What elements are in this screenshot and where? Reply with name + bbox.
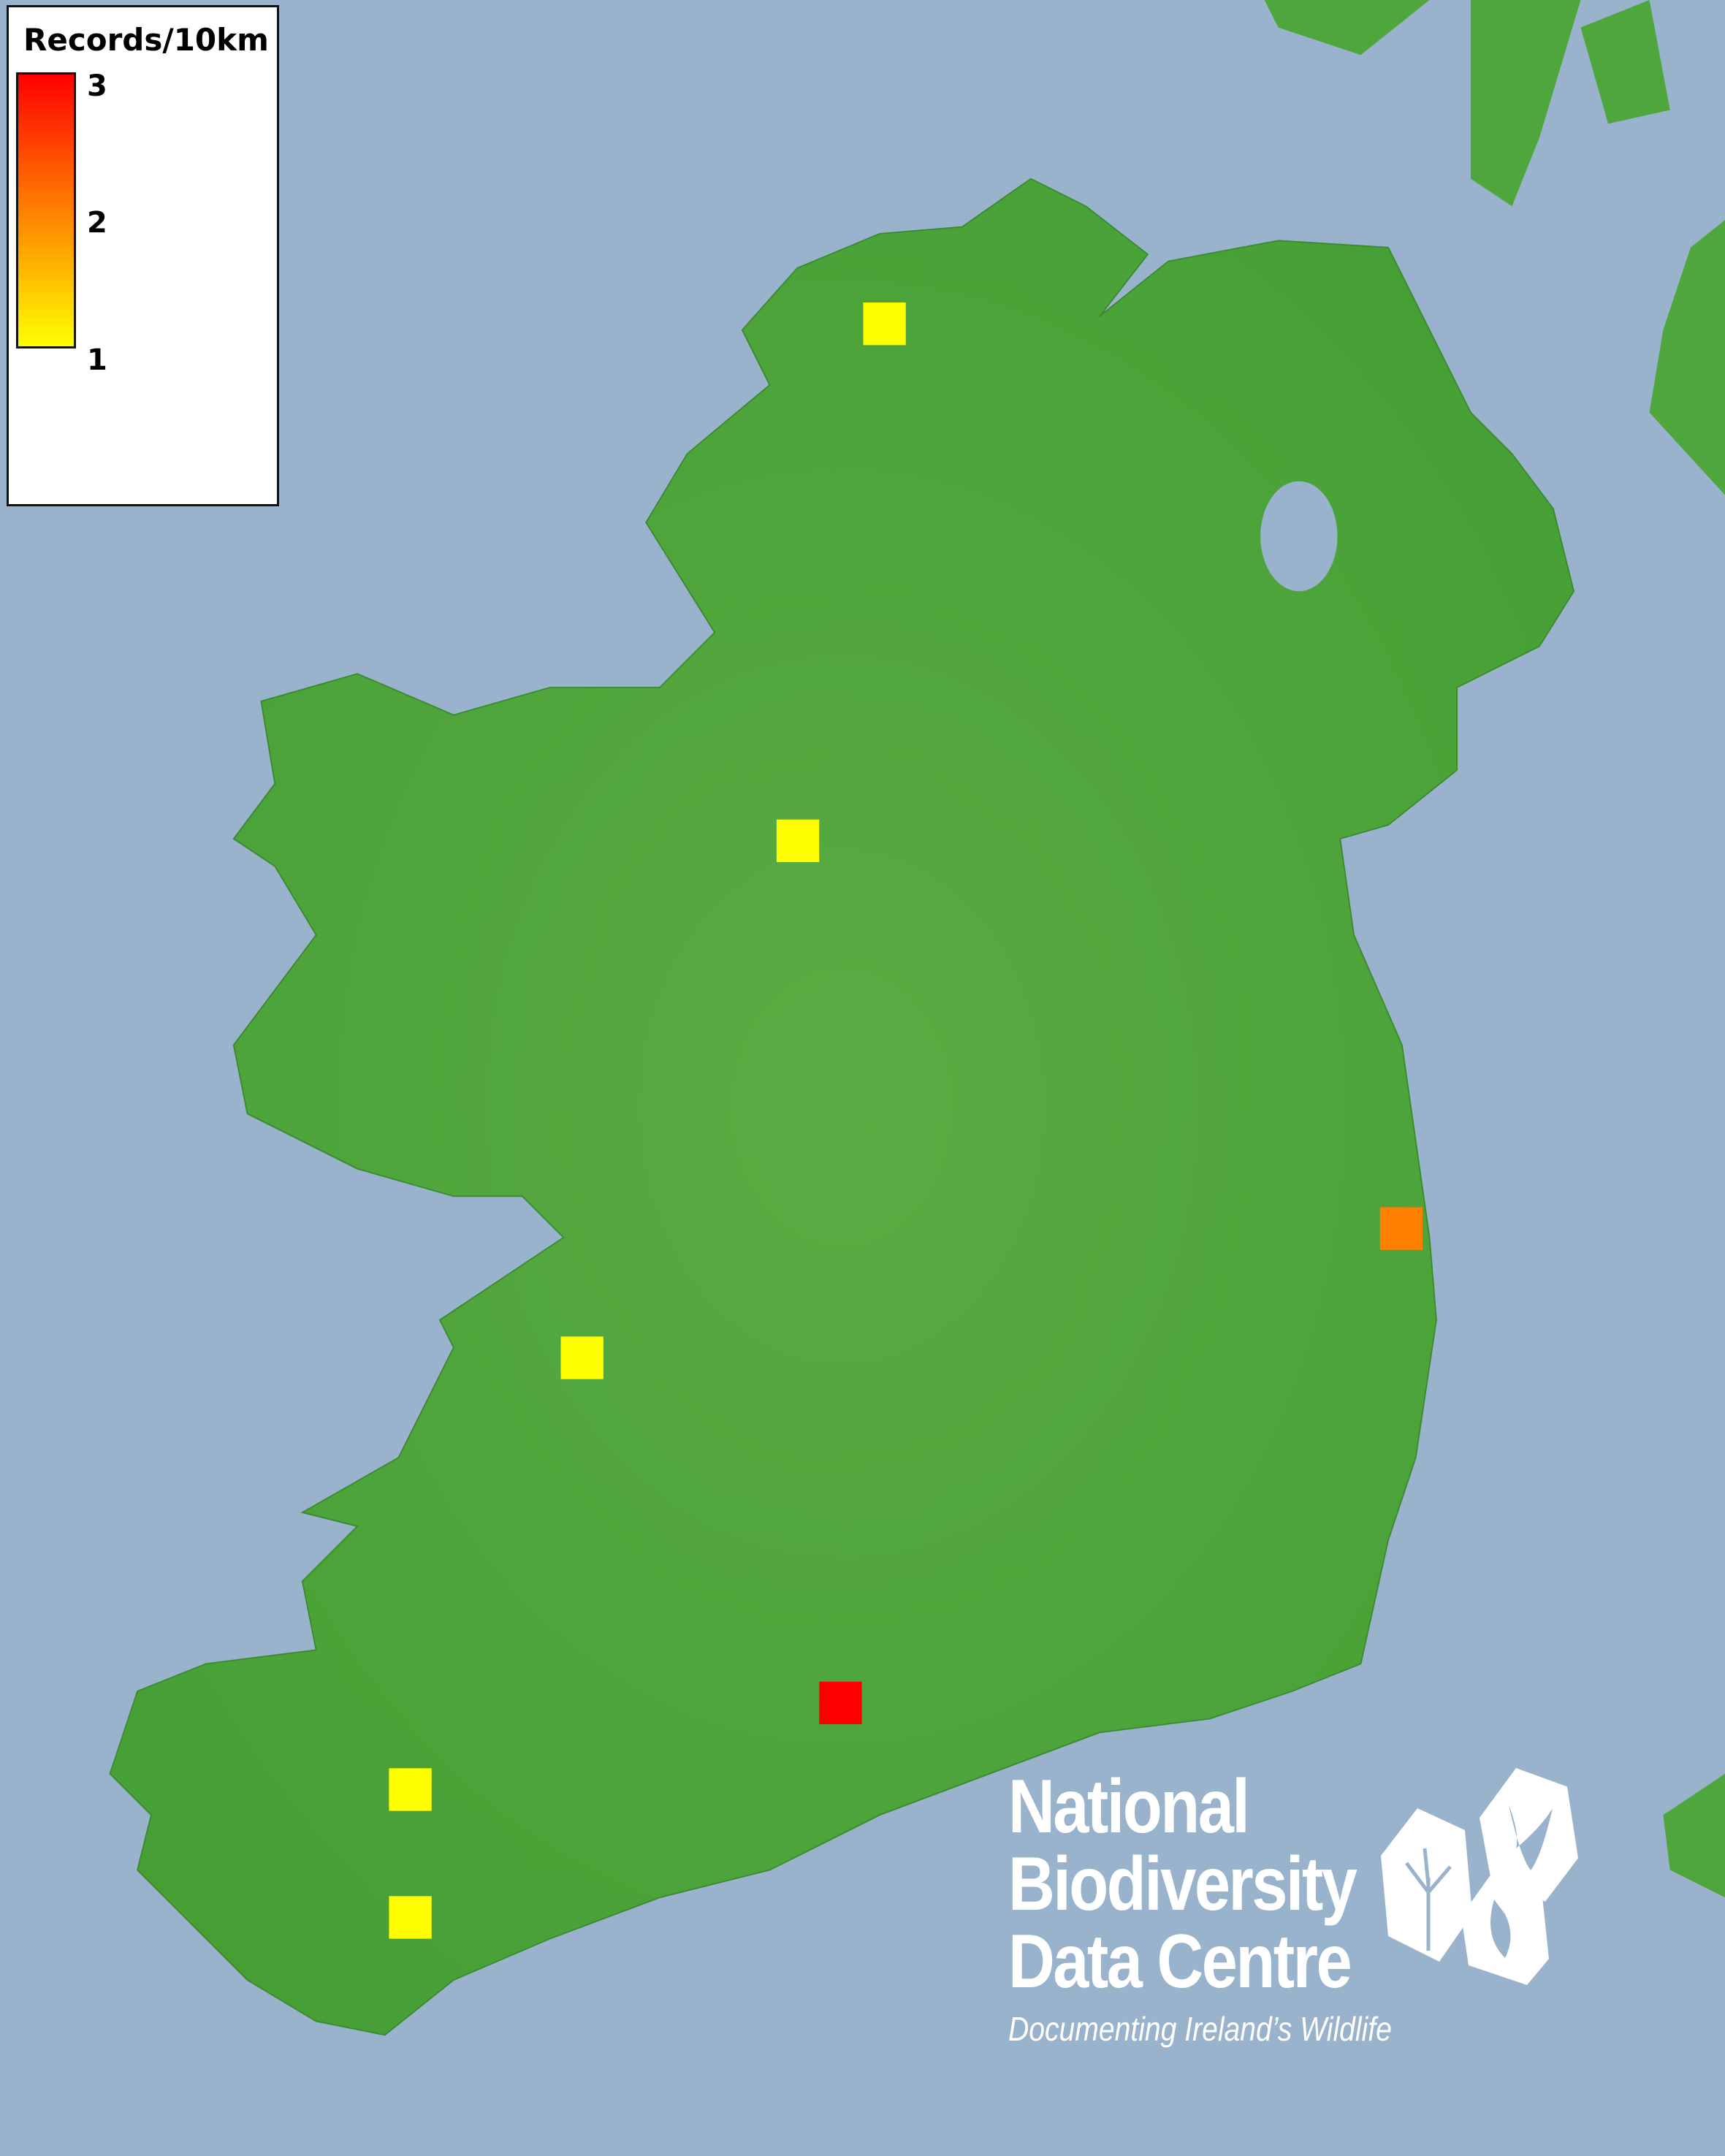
record-cell-1[interactable] [776,819,820,863]
legend-tick-mid: 2 [87,206,107,240]
lough-neagh [1260,481,1338,592]
record-cell-1[interactable] [863,302,906,346]
seahorse-icon [1461,1870,1549,1985]
tree-icon [1381,1808,1472,1962]
legend-title: Records/10km [23,22,269,58]
ireland-landmass [109,178,1575,2036]
record-cell-2[interactable] [1379,1207,1423,1250]
logo-hexagons [1381,1768,1578,1985]
record-cell-3[interactable] [819,1681,862,1725]
logo-tagline: Documenting Ireland’s Wildlife [1008,2010,1392,2048]
nbdc-logo: National Biodiversity Data Centre Docume… [1008,1768,1459,2049]
logo-line-2: Biodiversity [1008,1842,1357,1927]
legend-tick-min: 1 [87,343,107,377]
legend-tick-max: 3 [87,69,107,103]
legend-color-ramp [16,72,76,348]
logo-line-3: Data Centre [1008,1919,1352,2004]
record-cell-1[interactable] [560,1336,603,1379]
legend: Records/10km 3 2 1 [7,5,279,506]
butterfly-icon [1480,1768,1578,1902]
record-cell-1[interactable] [389,1896,432,1939]
logo-line-1: National [1008,1764,1250,1849]
record-cell-1[interactable] [389,1768,432,1811]
